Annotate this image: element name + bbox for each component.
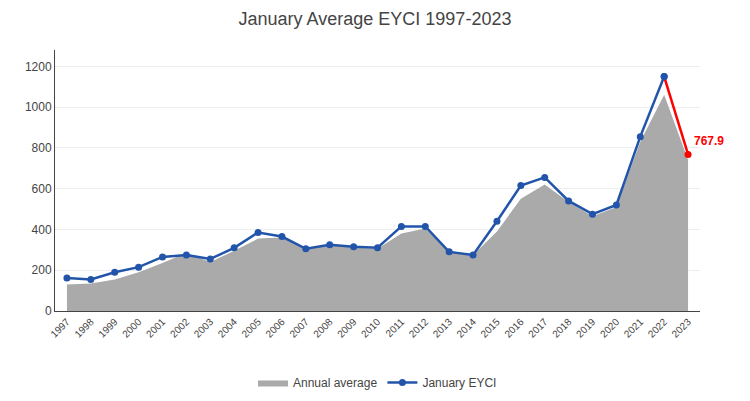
- svg-text:2000: 2000: [120, 316, 144, 340]
- svg-text:2017: 2017: [526, 316, 550, 340]
- svg-text:2007: 2007: [287, 316, 311, 340]
- svg-text:1200: 1200: [25, 60, 52, 74]
- svg-text:2023: 2023: [669, 316, 693, 340]
- svg-text:2013: 2013: [431, 316, 455, 340]
- svg-text:1997: 1997: [48, 316, 72, 340]
- svg-text:2005: 2005: [239, 316, 263, 340]
- svg-text:January Average EYCI 1997-2023: January Average EYCI 1997-2023: [239, 9, 512, 29]
- svg-text:January EYCI: January EYCI: [422, 376, 496, 390]
- svg-text:200: 200: [32, 263, 52, 277]
- svg-text:2009: 2009: [335, 316, 359, 340]
- svg-text:Annual average: Annual average: [293, 376, 377, 390]
- svg-text:2014: 2014: [454, 316, 478, 340]
- svg-text:2004: 2004: [216, 316, 240, 340]
- svg-text:1000: 1000: [25, 100, 52, 114]
- svg-text:2020: 2020: [598, 316, 622, 340]
- svg-text:600: 600: [32, 182, 52, 196]
- svg-text:2006: 2006: [263, 316, 287, 340]
- svg-text:0: 0: [45, 304, 52, 318]
- svg-text:2003: 2003: [192, 316, 216, 340]
- svg-text:2010: 2010: [359, 316, 383, 340]
- svg-text:767.9: 767.9: [694, 134, 724, 148]
- svg-text:2012: 2012: [407, 316, 431, 340]
- svg-text:1999: 1999: [96, 316, 120, 340]
- svg-text:2016: 2016: [502, 316, 526, 340]
- svg-text:2001: 2001: [144, 316, 168, 340]
- svg-text:2008: 2008: [311, 316, 335, 340]
- svg-text:2019: 2019: [574, 316, 598, 340]
- svg-text:2011: 2011: [383, 316, 406, 339]
- svg-text:2018: 2018: [550, 316, 574, 340]
- svg-text:800: 800: [32, 141, 52, 155]
- svg-text:1998: 1998: [72, 316, 96, 340]
- svg-text:2002: 2002: [168, 316, 192, 340]
- svg-text:400: 400: [32, 223, 52, 237]
- svg-text:2021: 2021: [622, 316, 646, 340]
- svg-text:2015: 2015: [478, 316, 502, 340]
- svg-text:2022: 2022: [646, 316, 670, 340]
